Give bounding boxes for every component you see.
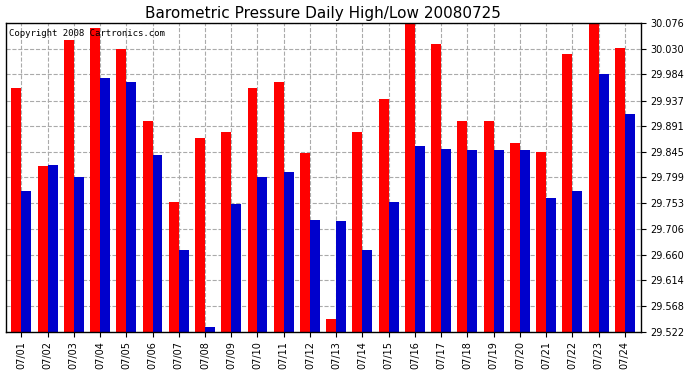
Bar	[11, 88, 21, 332]
Bar	[117, 49, 126, 332]
Bar	[48, 165, 57, 332]
Bar	[74, 177, 83, 332]
Bar	[37, 166, 48, 332]
Bar	[63, 40, 74, 332]
Bar	[457, 121, 467, 332]
Bar	[257, 177, 268, 332]
Bar	[573, 191, 582, 332]
Bar	[90, 28, 100, 332]
Bar	[415, 146, 425, 332]
Bar	[589, 19, 599, 332]
Bar	[326, 319, 336, 332]
Bar	[536, 152, 546, 332]
Bar	[405, 13, 415, 332]
Bar	[353, 132, 362, 332]
Bar	[467, 150, 477, 332]
Bar	[388, 202, 399, 332]
Bar	[599, 74, 609, 332]
Bar	[379, 99, 388, 332]
Bar	[484, 121, 493, 332]
Bar	[362, 250, 373, 332]
Bar	[143, 121, 152, 332]
Bar	[546, 198, 556, 332]
Bar	[195, 138, 205, 332]
Bar	[100, 78, 110, 332]
Bar	[21, 191, 31, 332]
Bar	[221, 132, 231, 332]
Bar	[205, 327, 215, 332]
Bar	[248, 88, 257, 332]
Title: Barometric Pressure Daily High/Low 20080725: Barometric Pressure Daily High/Low 20080…	[145, 6, 501, 21]
Bar	[336, 221, 346, 332]
Bar	[431, 44, 441, 332]
Bar	[441, 149, 451, 332]
Bar	[310, 220, 320, 332]
Bar	[284, 172, 294, 332]
Bar	[179, 250, 189, 332]
Bar	[126, 82, 136, 332]
Bar	[562, 54, 573, 332]
Bar	[615, 48, 625, 332]
Bar	[510, 143, 520, 332]
Bar	[520, 150, 530, 332]
Bar	[300, 153, 310, 332]
Bar	[152, 154, 162, 332]
Bar	[274, 82, 284, 332]
Bar	[231, 204, 241, 332]
Bar	[625, 114, 635, 332]
Text: Copyright 2008 Cartronics.com: Copyright 2008 Cartronics.com	[9, 29, 165, 38]
Bar	[493, 150, 504, 332]
Bar	[169, 202, 179, 332]
